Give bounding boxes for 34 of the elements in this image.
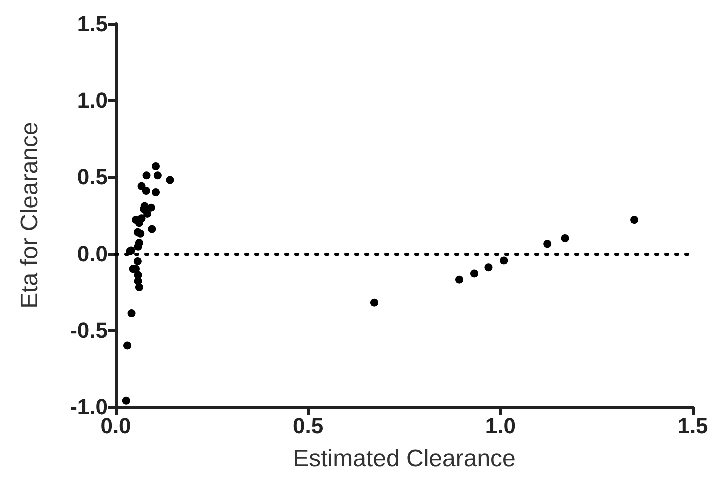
point xyxy=(152,162,160,170)
x-tick-label: 0.5 xyxy=(293,414,324,438)
point xyxy=(561,234,570,242)
x-axis-title: Estimated Clearance xyxy=(293,446,516,472)
point xyxy=(544,240,552,248)
y-tick-label: 0.5 xyxy=(77,164,108,190)
point xyxy=(147,204,156,212)
point xyxy=(142,186,150,195)
point xyxy=(136,230,145,238)
point xyxy=(456,276,464,284)
point xyxy=(152,188,160,197)
point xyxy=(142,172,151,180)
point xyxy=(135,284,144,292)
point xyxy=(166,176,174,184)
y-tick-label: 1.0 xyxy=(77,88,108,114)
point xyxy=(128,310,136,318)
point xyxy=(370,298,378,307)
x-tick-label: 1.0 xyxy=(485,414,516,438)
y-tick-label: 0.0 xyxy=(77,241,108,266)
point xyxy=(148,225,156,234)
y-axis-title: Eta for Clearance xyxy=(16,122,44,309)
point xyxy=(138,214,146,223)
point xyxy=(144,210,152,218)
point xyxy=(122,396,130,405)
point xyxy=(470,270,479,278)
point xyxy=(134,257,142,266)
x-tick-label: 1.5 xyxy=(678,414,708,438)
point xyxy=(124,342,132,350)
y-tick-label: 1.5 xyxy=(77,12,108,36)
point xyxy=(484,264,493,272)
point xyxy=(630,216,639,224)
point xyxy=(500,256,508,265)
y-tick-label: -0.5 xyxy=(70,318,108,343)
point xyxy=(154,172,162,180)
